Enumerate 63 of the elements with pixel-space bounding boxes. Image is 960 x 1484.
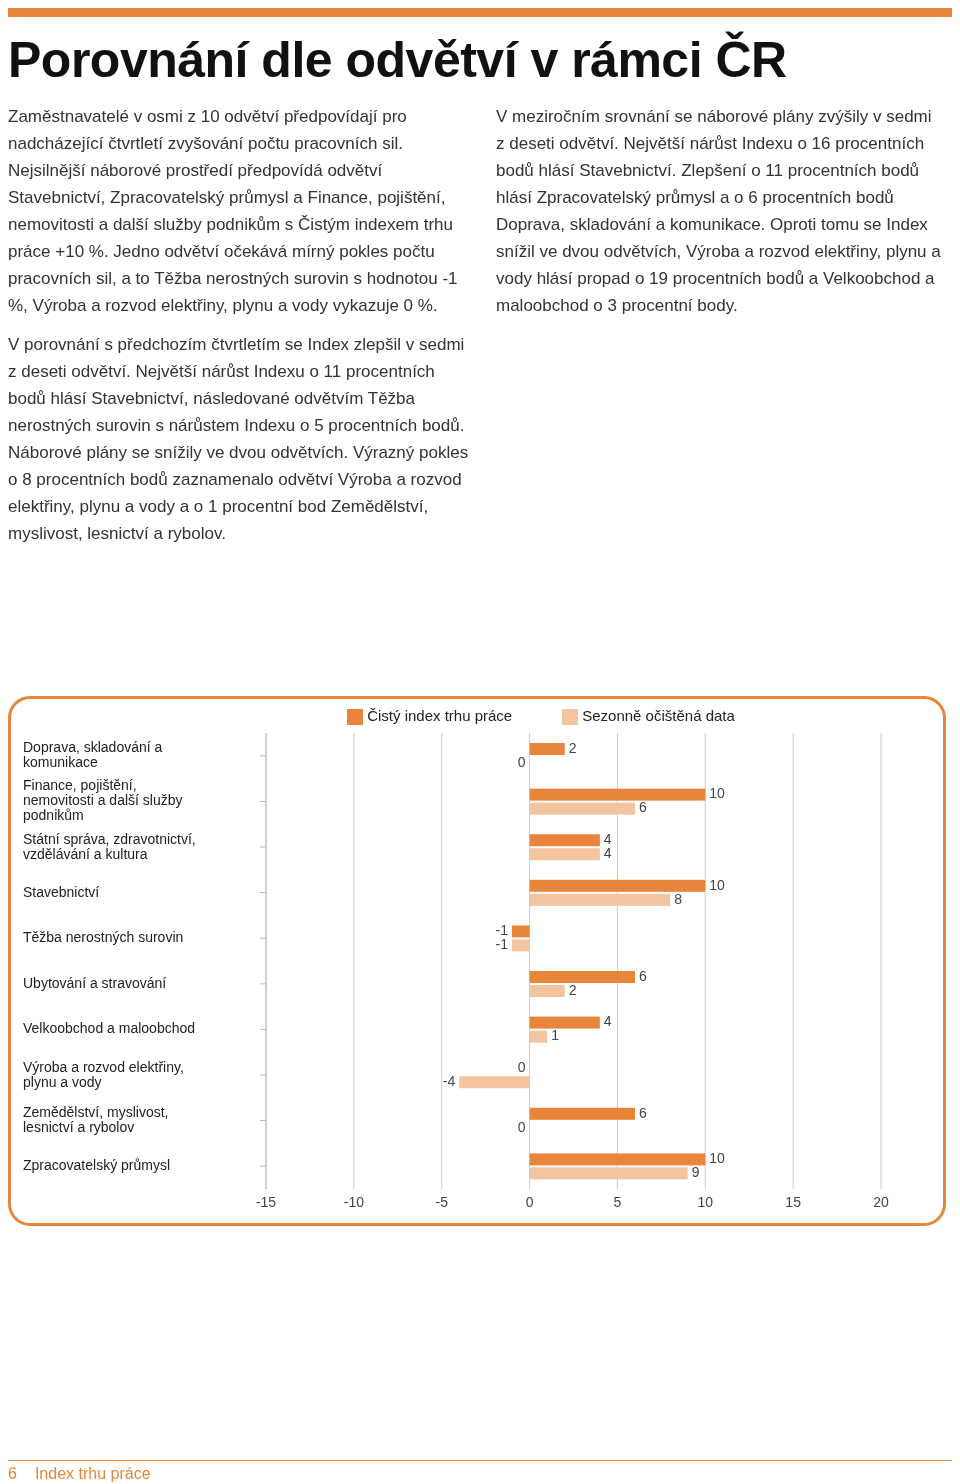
bar [512,925,530,938]
legend-label: Sezonně očištěná data [582,707,735,724]
x-tick-label: -10 [343,1193,365,1210]
data-label: 2 [568,981,577,998]
text: 6 [8,1465,17,1482]
data-label: 4 [603,844,612,861]
bar [529,1016,600,1029]
data-label: -1 [495,922,509,939]
bar [529,848,600,861]
data-label: -4 [442,1072,456,1089]
bar [529,893,671,906]
x-tick-label: 20 [873,1193,889,1210]
bar [529,985,565,998]
x-tick-label: -15 [255,1193,277,1210]
data-label: 4 [603,830,612,847]
bar [529,879,706,892]
data-label: 4 [603,1013,612,1030]
chart-title: Porovnání dle odvětví v rámci ČR [8,31,788,89]
data-label: -1 [495,936,509,953]
x-tick-label: 15 [785,1193,802,1210]
data-label: 10 [709,1150,726,1167]
data-label: 0 [517,753,526,770]
data-label: 10 [709,876,726,893]
bar [529,834,600,847]
legend-label: Čistý index trhu práce [367,707,513,724]
data-label: 10 [709,785,726,802]
text: Zaměstnavatelé v osmi z 10 odvětví předpovídají pro nadcházející čtvrtletí zvyšování počtu pracovních sil. Nejsilnější náborové prostředí předpovídá odvětví Stavebnictví, Zpracovatelský průmysl a Finance, pojištění, nemovitosti a další služby podnikům s Čistým indexem trhu práce +10 %. Jedno odvětví očekává mírný pokles počtu pracovních sil, a to Těžba nerostných surovin s hodnotou -1 %, Výroba a rozvod elektřiny, plynu a vody vykazuje 0 %. [8,106,459,317]
y-tick-label: Zpracovatelský průmysl [23,1156,171,1173]
text: V porovnání s předchozím čtvrtletím se Index zlepšil v sedmi z deseti odvětví. Největší nárůst Indexu o 11 procentních bodů hlásí Stavebnictví, následované odvětvím Těžba nerostných surovin s nárůstem Indexu o 5 procentních bodů. Náborové plány se snížily ve dvou odvětvích. Výrazný pokles o 8 procentních bodů zaznamenalo odvětví Výroba a rozvod elektřiny, plynu a vody a o 1 procentní bod Zemědělství, myslivost, lesnictví a rybolov. [8,334,470,545]
data-label: 6 [639,967,647,984]
text: Index trhu práce [34,1465,151,1482]
bar [512,939,530,952]
data-label: 8 [674,890,683,907]
y-tick-label: Doprava, skladování a komunikace [23,739,163,771]
y-tick-label: Ubytování a stravování [23,974,167,991]
text: V meziročním srovnání se náborové plány zvýšily v sedmi z deseti odvětví. Největší nárůst Indexu o 16 procentních bodů hlásí Stavebnictví. Zlepšení o 11 procentních bodů hlásí Zpracovatelský průmysl a o 6 procentních bodů Doprava, skladování a komunikace. Oproti tomu se Index snížil ve dvou odvětvích, Výroba a rozvod elektřiny, plynu a vody hlásí propad o 19 procentních bodů a Velkoobchod a maloobchod o 3 procentní body. [496,106,942,317]
data-label: 0 [517,1058,526,1075]
y-tick-label: Velkoobchod a maloobchod [23,1020,196,1037]
data-label: 6 [639,799,647,816]
data-label: 6 [639,1104,647,1121]
bar [529,1107,635,1120]
data-label: 0 [517,1118,526,1135]
bar [529,971,635,984]
bar [529,788,706,801]
x-tick-label: 10 [697,1193,714,1210]
bar [529,743,565,756]
x-tick-label: -5 [435,1193,449,1210]
x-tick-label: 0 [525,1193,534,1210]
y-tick-label: Těžba nerostných surovin [23,928,184,945]
bar [529,1153,706,1166]
y-tick-label: Výroba a rozvod elektřiny, plynu a vody [23,1058,184,1090]
bar [459,1076,530,1089]
data-label: 1 [551,1027,560,1044]
x-tick-label: 5 [613,1193,622,1210]
y-tick-label: Finance, pojištění, nemovitosti a další služby podnikům [23,777,183,824]
bar [529,1030,548,1043]
y-tick-label: Stavebnictví [23,883,100,900]
data-label: 2 [568,739,577,756]
y-tick-label: Zemědělství, myslivost, lesnictví a rybolov [23,1103,169,1135]
data-label: 9 [691,1164,700,1181]
bar [529,1167,688,1180]
bar [529,802,635,815]
y-tick-label: Státní správa, zdravotnictví, vzdělávání a kultura [23,830,196,862]
